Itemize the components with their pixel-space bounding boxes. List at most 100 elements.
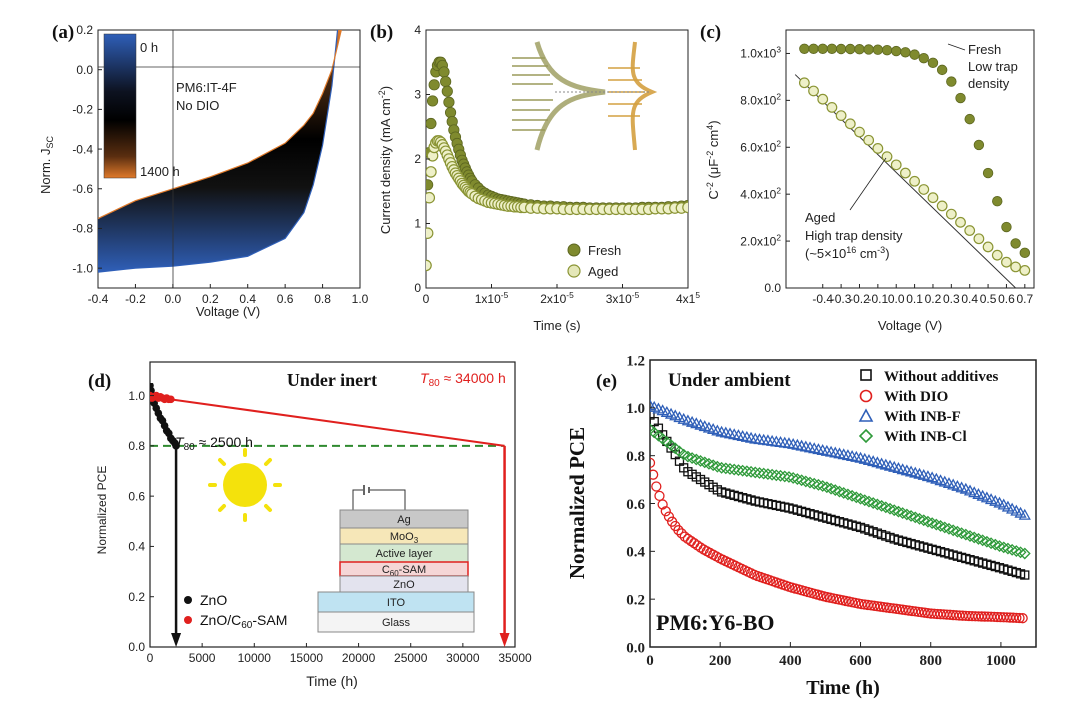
x-tick-label: 1.0 bbox=[352, 292, 369, 306]
x-tick-label: 0.4 bbox=[239, 292, 256, 306]
point-fresh bbox=[936, 64, 948, 76]
y-axis-label-b: Current density (mA cm-2) bbox=[377, 86, 393, 234]
point-with-inb-f bbox=[1018, 508, 1031, 520]
point-with-inb-cl bbox=[686, 452, 699, 464]
point-with-inb-cl bbox=[1002, 542, 1014, 555]
annotation-fresh-1: Fresh bbox=[968, 42, 1001, 57]
layer-zno-label: ZnO bbox=[393, 579, 415, 591]
x-tick-label: 0.3 bbox=[943, 292, 960, 306]
legend-marker-dio bbox=[859, 389, 873, 403]
point-with-dio bbox=[650, 457, 656, 468]
point-with-inb-cl bbox=[997, 541, 1010, 554]
legend-marker-zno bbox=[184, 596, 192, 604]
gaussian-fresh bbox=[534, 41, 606, 151]
panel-label-b: (b) bbox=[370, 22, 393, 43]
legend-label-zno: ZnO bbox=[200, 592, 227, 608]
annotation-aged-1: Aged bbox=[805, 210, 835, 225]
arrow-aged bbox=[849, 157, 887, 211]
legend-label-fresh: Fresh bbox=[588, 243, 621, 258]
legend-label-zno-c60-sam: ZnO/C60-SAM bbox=[200, 612, 287, 631]
layer-c60-sam-label: C60-SAM bbox=[382, 564, 426, 578]
arrow-t80-zno-head bbox=[171, 633, 182, 647]
y-tick-label: -0.8 bbox=[72, 222, 93, 236]
axes-frame-c bbox=[785, 29, 1035, 289]
annotation-fresh-3: density bbox=[968, 76, 1010, 91]
point-with-inb-cl bbox=[909, 511, 922, 524]
x-tick-label: 0 bbox=[423, 292, 430, 306]
point-fresh bbox=[891, 45, 902, 57]
point-with-inb-cl bbox=[934, 520, 947, 532]
x-tick-label: 4x15 bbox=[676, 290, 700, 306]
x-tick-label: -0.3 bbox=[831, 292, 852, 306]
point-with-inb-cl bbox=[905, 510, 917, 522]
point-with-inb-cl bbox=[829, 484, 842, 497]
point-fresh bbox=[927, 57, 939, 69]
point-with-inb-cl bbox=[690, 453, 703, 466]
point-fresh bbox=[973, 139, 985, 151]
arrows-d bbox=[171, 445, 510, 647]
point-with-inb-cl bbox=[1018, 547, 1031, 560]
ticks-e: 0 200 400 600 800 1000 0.0 0.2 0.4 0.6 0.8 1.0 1.2 bbox=[626, 353, 1016, 669]
legend-marker-zno-c60-sam bbox=[184, 616, 192, 624]
y-tick-label: 0.0 bbox=[76, 63, 93, 77]
area-a-fill bbox=[98, 30, 342, 273]
y-tick-label: 1.0 bbox=[128, 389, 145, 403]
point-with-inb-cl bbox=[698, 456, 711, 469]
point-with-inb-cl bbox=[728, 463, 741, 476]
x-tick-label: 3x10-5 bbox=[606, 290, 640, 306]
x-tick-label: -0.2 bbox=[125, 292, 146, 306]
panel-label-e: (e) bbox=[596, 371, 617, 392]
x-tick-label: -0.4 bbox=[812, 292, 833, 306]
point-with-inb-cl bbox=[854, 492, 867, 505]
y-tick-label: 2.0x102 bbox=[740, 232, 781, 248]
point-aged bbox=[991, 249, 1003, 261]
y-tick-label: 1 bbox=[414, 217, 421, 231]
x-tick-label: 800 bbox=[919, 653, 942, 669]
point-fresh bbox=[863, 44, 874, 55]
point-aged bbox=[955, 216, 966, 228]
layer-glass bbox=[317, 611, 475, 633]
panel-d: Under inert T80 ≈ 2500 h T80 ≈ 34000 h A… bbox=[88, 361, 532, 689]
annotation-material: PM6:IT-4F bbox=[176, 80, 237, 95]
annotation-aged-3: (~5×1016 cm-3) bbox=[805, 245, 890, 261]
x-tick-label: -0.4 bbox=[88, 292, 109, 306]
point-with-inb-cl bbox=[791, 473, 804, 486]
point-with-inb-cl bbox=[867, 497, 880, 509]
point-fresh bbox=[441, 85, 453, 97]
point-aged bbox=[973, 233, 985, 245]
panel-a: 0 h 1400 h PM6:IT-4F No DIO (a) -0.4 -0.2… bbox=[38, 22, 369, 319]
point-with-dio bbox=[650, 469, 659, 480]
points-b bbox=[426, 56, 688, 272]
point-with-inb-cl bbox=[896, 507, 909, 519]
legend-label-inbf: With INB-F bbox=[884, 409, 961, 425]
point-fresh bbox=[881, 44, 893, 56]
point-with-inb-cl bbox=[724, 463, 736, 475]
point-with-inb-cl bbox=[753, 467, 766, 479]
point-fresh bbox=[955, 92, 966, 104]
point-with-inb-cl bbox=[955, 527, 968, 540]
y-tick-label: -0.4 bbox=[72, 142, 93, 156]
point-fresh bbox=[835, 43, 847, 55]
point-with-inb-cl bbox=[930, 518, 943, 531]
annotation-fresh-2: Low trap bbox=[968, 59, 1018, 74]
circuit-wire-left bbox=[352, 489, 363, 510]
point-with-inb-cl bbox=[833, 485, 846, 498]
point-with-inb-cl bbox=[715, 461, 728, 474]
t80-zno-label: T80 ≈ 2500 h bbox=[175, 434, 253, 453]
y-tick-label: 0.8 bbox=[626, 449, 645, 465]
axes-frame-a bbox=[97, 29, 361, 289]
point-aged bbox=[909, 175, 920, 187]
point-with-inb-cl bbox=[947, 524, 960, 537]
x-tick-label: 0.7 bbox=[1016, 292, 1033, 306]
point-with-inb-cl bbox=[799, 475, 812, 488]
y-tick-label: -1.0 bbox=[72, 261, 93, 275]
point-with-inb-cl bbox=[879, 501, 892, 514]
ticks-a: -0.4 -0.2 0.0 0.2 0.4 0.6 0.8 1.0 0.2 0.0 -0.2 -0.4… bbox=[72, 23, 368, 306]
x-tick-label: 200 bbox=[709, 653, 732, 669]
point-with-inb-cl bbox=[875, 499, 888, 512]
panel-label-d: (d) bbox=[88, 371, 111, 392]
point-with-inb-cl bbox=[846, 489, 859, 502]
point-with-inb-cl bbox=[871, 498, 884, 511]
x-tick-label: 0.6 bbox=[998, 292, 1015, 306]
